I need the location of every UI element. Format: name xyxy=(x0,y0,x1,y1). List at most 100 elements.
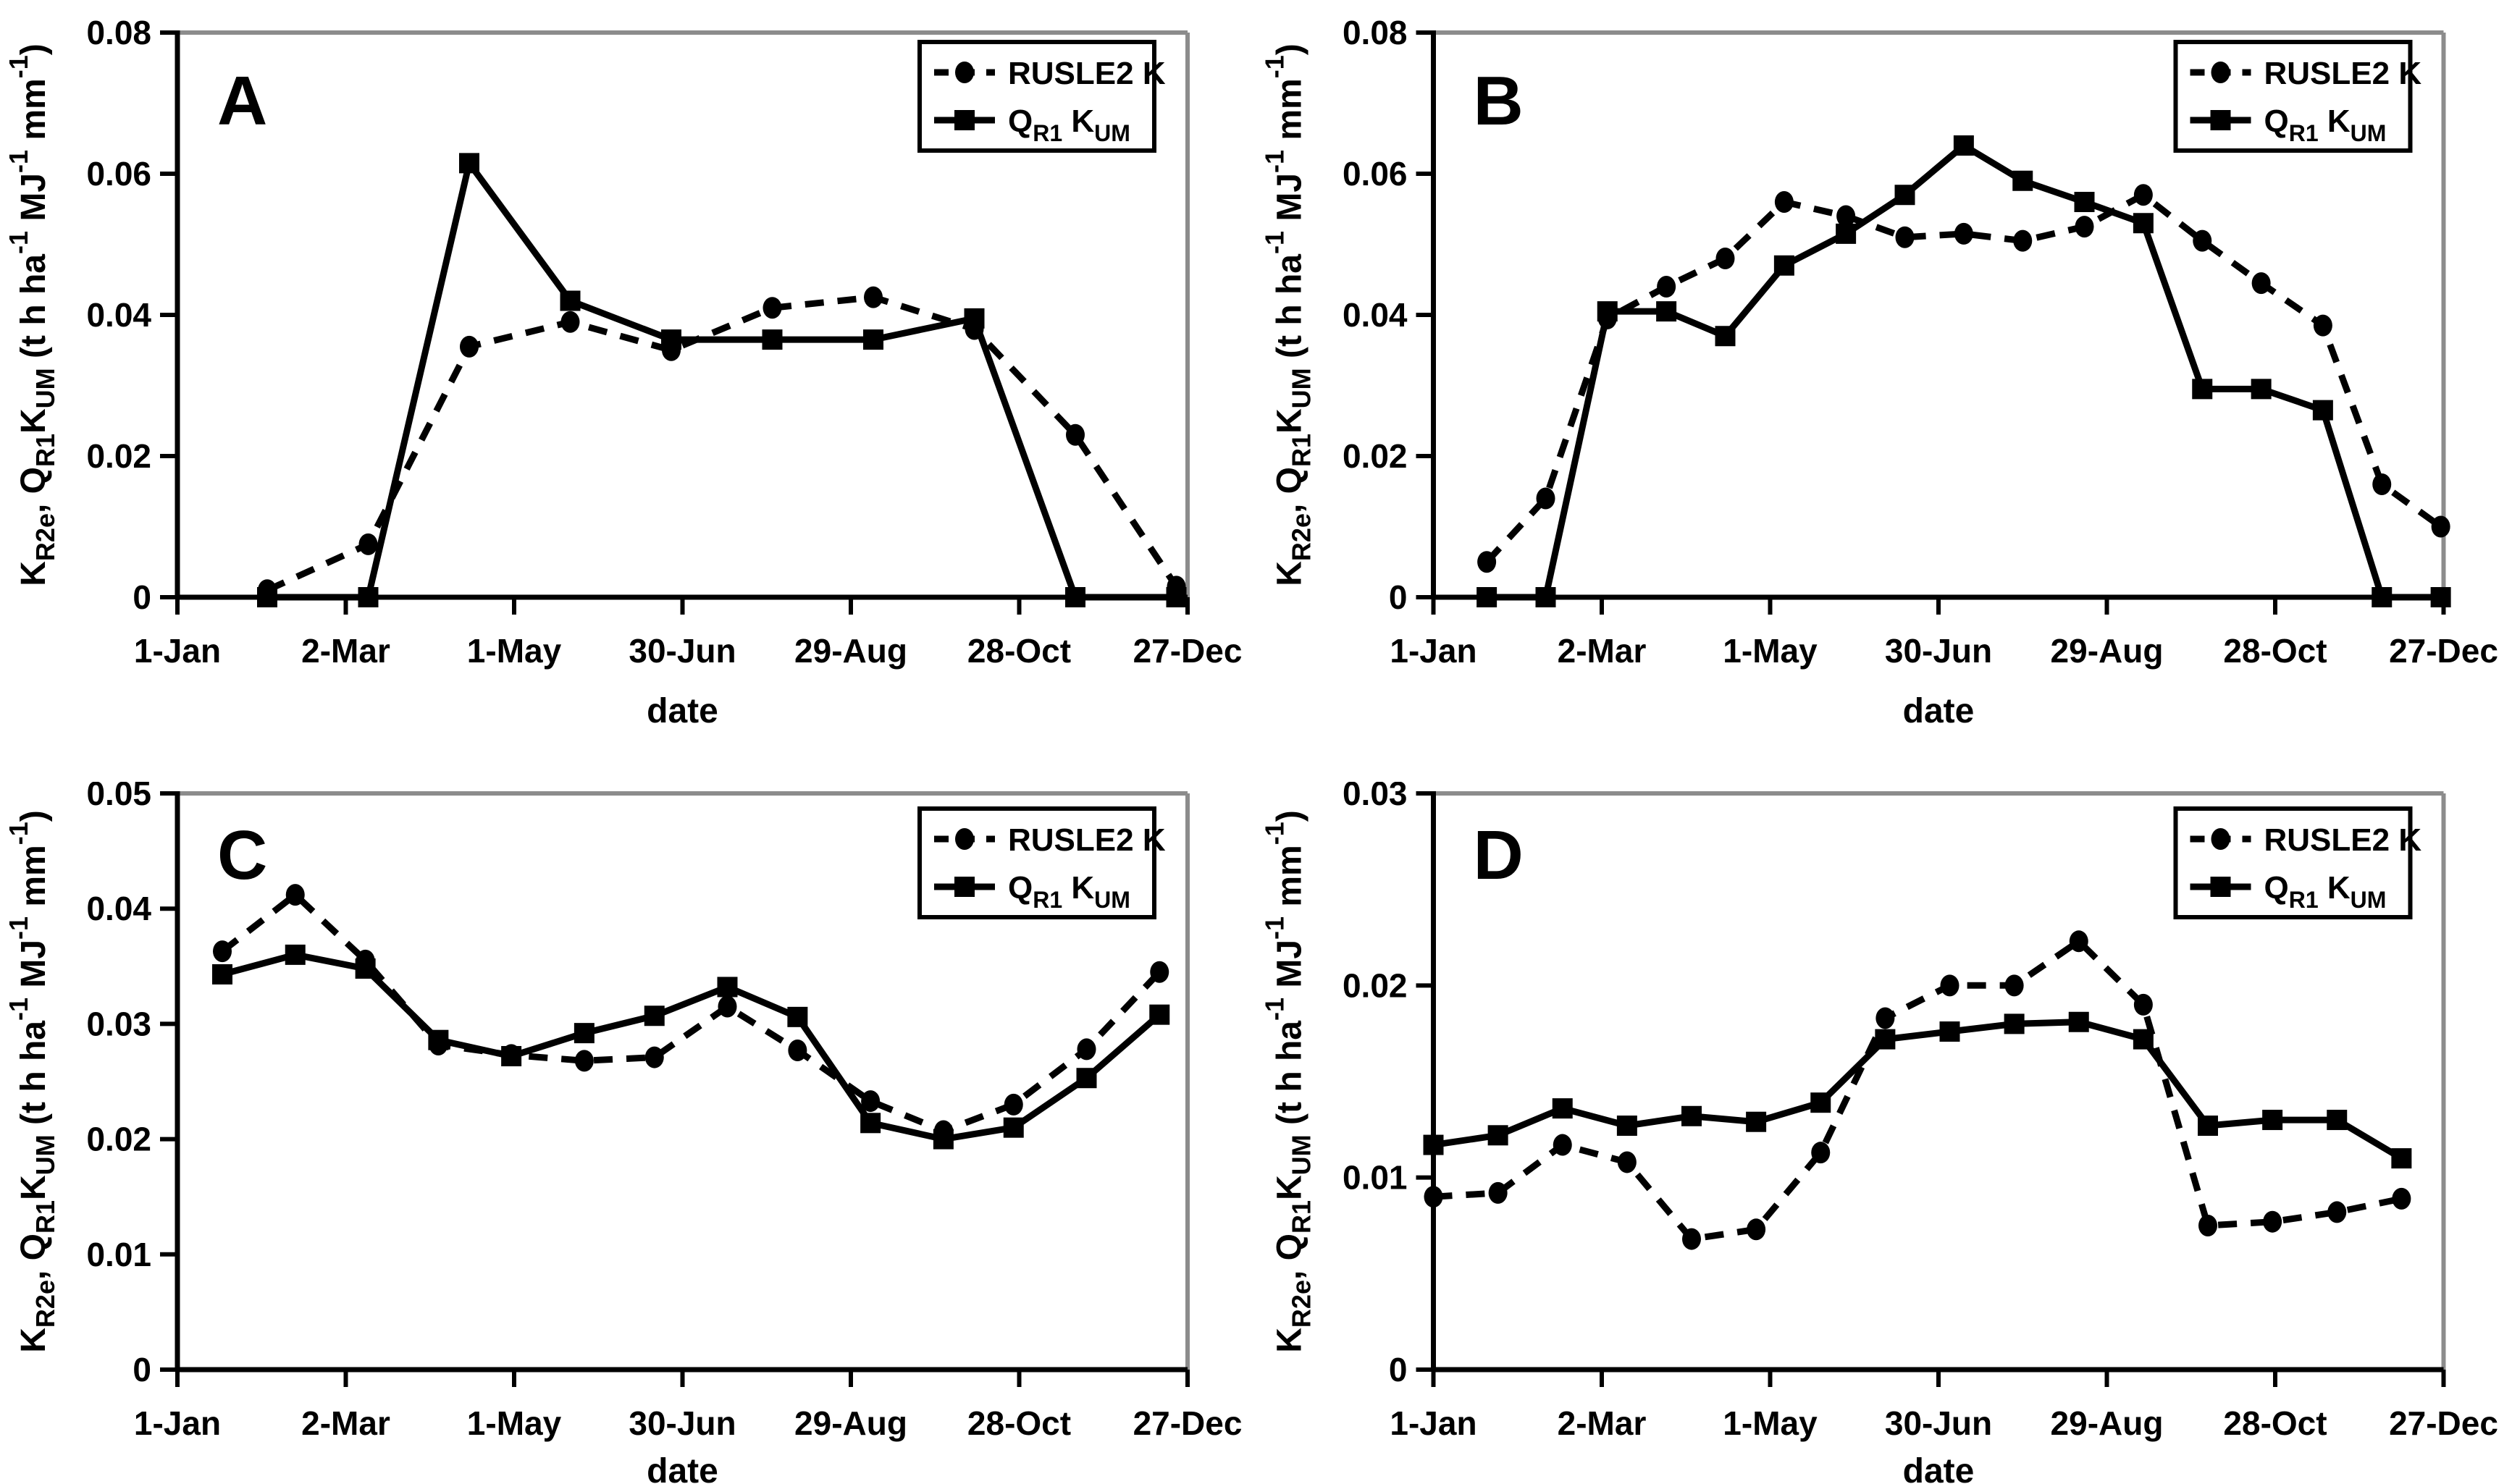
x-tick-label: 27-Dec xyxy=(1133,1404,1243,1442)
legend-label: QR1 KUM xyxy=(2264,870,2387,913)
y-axis-title: KR2e, QR1KUM (t h ha-1 MJ-1 mm-1) xyxy=(4,43,60,586)
series-rusle2-k-marker xyxy=(1553,1134,1572,1156)
series-rusle2-k-marker xyxy=(2133,993,2153,1016)
x-tick-label: 30-Jun xyxy=(629,632,736,670)
series-qr1-kum-marker xyxy=(964,308,985,329)
x-tick-label: 28-Oct xyxy=(967,632,1071,670)
series-qr1-kum-marker xyxy=(574,1023,595,1044)
series-rusle2-k-marker xyxy=(2263,1210,2282,1233)
panel-B-chart: 0 0.02 0.04 0.06 0.08 1-Jan 2-Mar 1-May 30-Jun 29… xyxy=(1260,14,2498,730)
y-tick-label: 0.03 xyxy=(86,1005,151,1042)
series-qr1-kum-marker xyxy=(717,977,738,998)
x-tick-label: 27-Dec xyxy=(2389,632,2498,670)
series-rusle2-k-marker xyxy=(1747,1218,1766,1241)
series-qr1-kum-marker xyxy=(1149,1004,1170,1025)
series-rusle2-k-marker xyxy=(1066,423,1085,446)
series-rusle2-k-marker xyxy=(1077,1038,1096,1061)
legend-label: RUSLE2 K xyxy=(2264,822,2422,858)
panel-C: 0 0.01 0.02 0.03 0.04 0.05 1-Jan 2-Mar 1-May 30-J… xyxy=(0,782,1256,1484)
panel-B: 0 0.02 0.04 0.06 0.08 1-Jan 2-Mar 1-May 30-Jun 29… xyxy=(1256,0,2512,782)
x-tick-label: 28-Oct xyxy=(967,1404,1071,1442)
series-qr1-kum-marker xyxy=(762,329,783,350)
y-tick-label: 0.02 xyxy=(86,1121,151,1158)
x-tick-label: 1-May xyxy=(1723,632,1818,670)
series-qr1-kum-marker xyxy=(2312,400,2333,421)
x-tick-label: 1-May xyxy=(1723,1404,1818,1442)
y-tick-label: 0.04 xyxy=(1343,296,1408,334)
series-qr1-kum-marker xyxy=(787,1006,808,1027)
y-tick-label: 0.01 xyxy=(86,1236,151,1273)
series-qr1-kum-marker xyxy=(1423,1134,1444,1155)
series-qr1-kum-marker xyxy=(285,944,306,965)
legend-marker xyxy=(2210,110,2231,130)
series-qr1-kum-marker xyxy=(257,587,277,607)
x-tick-label: 1-May xyxy=(467,632,562,670)
panel-letter: D xyxy=(1474,817,1524,894)
legend-marker xyxy=(2210,877,2231,897)
y-axis-title: KR2e, QR1KUM (t h ha-1 MJ-1 mm-1) xyxy=(1260,810,1316,1353)
series-qr1-kum-marker xyxy=(2391,1148,2412,1169)
series-qr1-kum-marker xyxy=(1166,587,1187,607)
series-rusle2-k-marker xyxy=(1424,1186,1443,1208)
series-rusle2-k-marker xyxy=(1657,276,1676,298)
y-tick-label: 0 xyxy=(1389,578,1408,616)
legend-label: RUSLE2 K xyxy=(1008,822,1166,858)
series-rusle2-k-marker xyxy=(2133,184,2153,206)
x-axis-title: date xyxy=(647,692,718,730)
y-tick-label: 0.02 xyxy=(1343,437,1408,475)
series-qr1-kum-marker xyxy=(1681,1105,1702,1126)
series-qr1-kum-marker xyxy=(1656,301,1677,322)
y-tick-label: 0.06 xyxy=(86,155,151,193)
series-rusle2-k-marker xyxy=(2313,314,2332,337)
legend-label: QR1 KUM xyxy=(1008,104,1130,146)
y-tick-label: 0.04 xyxy=(86,890,151,927)
series-qr1-kum-line xyxy=(1487,141,2441,601)
legend-marker xyxy=(954,110,975,130)
series-qr1-kum-marker xyxy=(2068,1011,2089,1032)
series-qr1-kum-marker xyxy=(2192,379,2213,400)
series-qr1-kum-marker xyxy=(1552,1098,1573,1119)
series-qr1-kum-marker xyxy=(1953,135,1974,156)
series-rusle2-k-marker xyxy=(560,311,580,333)
series-qr1-kum-marker xyxy=(1065,587,1085,607)
series-rusle2-k-marker xyxy=(2392,1187,2411,1210)
series-rusle2-k-marker xyxy=(1875,1007,1895,1029)
series-qr1-kum-marker xyxy=(1476,587,1497,607)
legend-marker xyxy=(955,828,974,850)
series-rusle2-k-marker xyxy=(1836,205,1856,227)
series-qr1-kum-marker xyxy=(212,964,232,985)
series-rusle2-k-line xyxy=(266,294,1180,594)
series-rusle2-k-marker xyxy=(460,335,479,358)
legend-box xyxy=(917,40,1156,153)
series-qr1-kum-marker xyxy=(2133,213,2154,234)
series-rusle2-k-marker xyxy=(718,995,737,1018)
series-qr1-kum-marker xyxy=(560,290,581,311)
x-tick-label: 2-Mar xyxy=(1558,1404,1647,1442)
panel-D: 0 0.01 0.02 0.03 1-Jan 2-Mar 1-May 30-Jun 29-Aug… xyxy=(1256,782,2512,1484)
series-rusle2-k-marker xyxy=(1715,248,1735,269)
series-rusle2-k-marker xyxy=(864,286,883,308)
series-qr1-kum-marker xyxy=(1715,326,1736,347)
x-tick-label: 1-May xyxy=(467,1404,562,1442)
series-qr1-kum-marker xyxy=(2012,170,2033,191)
series-rusle2-k-marker xyxy=(2069,930,2088,953)
legend-box xyxy=(917,806,1156,919)
series-rusle2-k-marker xyxy=(1617,1151,1637,1173)
y-tick-label: 0.02 xyxy=(86,437,151,475)
legend-marker xyxy=(2211,62,2230,83)
series-qr1-kum-marker xyxy=(2133,1029,2154,1050)
series-qr1-kum-marker xyxy=(1535,587,1556,607)
series-qr1-kum-marker xyxy=(1875,1029,1896,1050)
x-tick-label: 28-Oct xyxy=(2223,1404,2327,1442)
series-qr1-kum-marker xyxy=(1836,223,1857,244)
series-rusle2-k-marker xyxy=(2327,1201,2347,1223)
x-tick-label: 1-Jan xyxy=(1390,1404,1476,1442)
x-tick-label: 1-Jan xyxy=(134,1404,221,1442)
series-rusle2-k-line xyxy=(1433,937,2403,1243)
x-tick-label: 30-Jun xyxy=(629,1404,736,1442)
series-rusle2-k-marker xyxy=(285,884,305,906)
y-axis-title: KR2e, QR1KUM (t h ha-1 MJ-1 mm-1) xyxy=(4,810,60,1353)
series-rusle2-k-marker xyxy=(644,1046,664,1068)
series-qr1-kum-marker xyxy=(1746,1111,1767,1132)
